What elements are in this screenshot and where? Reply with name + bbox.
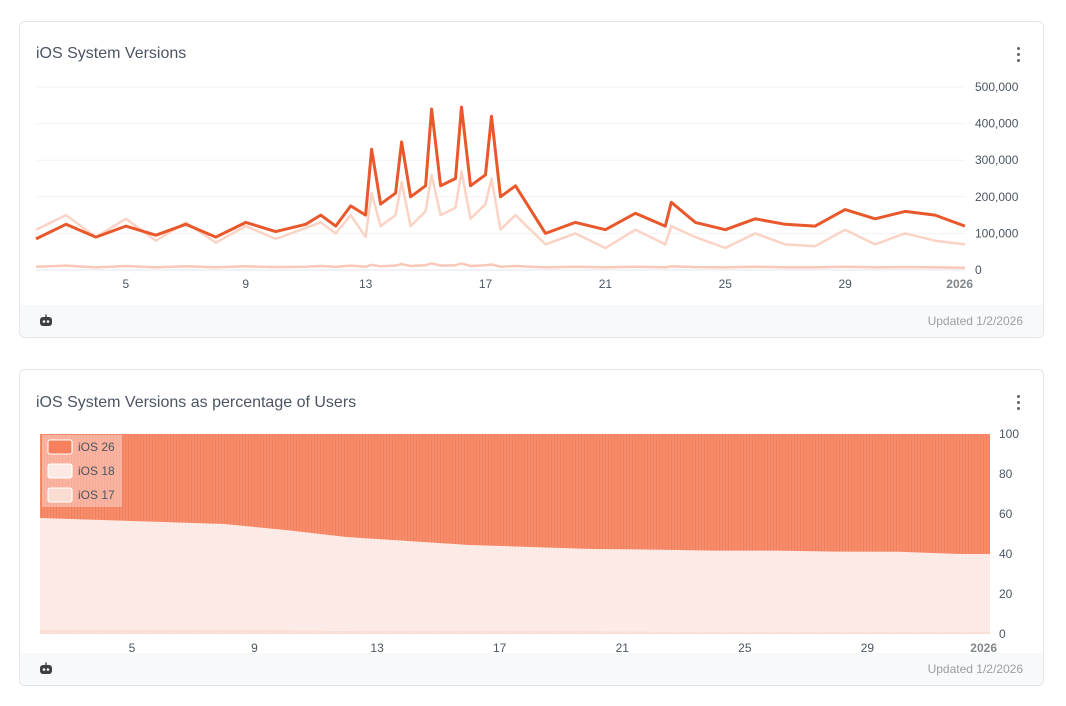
y-tick-label: 40 <box>999 547 1013 561</box>
x-tick-label: 21 <box>599 277 613 291</box>
y-tick-label: 80 <box>999 467 1013 481</box>
card-footer: Updated 1/2/2026 <box>20 305 1043 337</box>
area-ios-17[interactable] <box>40 630 990 634</box>
legend: iOS 26 iOS 18 iOS 17 <box>42 435 122 507</box>
more-vert-icon[interactable] <box>1011 44 1025 64</box>
series-line-ios-18[interactable] <box>35 169 966 250</box>
ios-versions-card: iOS System Versions 500,000 400,000 300,00… <box>19 21 1044 338</box>
bar-stripes <box>39 434 989 634</box>
legend-swatch[interactable] <box>47 439 73 455</box>
area-ios-26[interactable] <box>40 434 990 554</box>
x-tick-label: 5 <box>123 277 130 291</box>
legend-label[interactable]: iOS 17 <box>78 488 115 502</box>
updated-timestamp: Updated 1/2/2026 <box>927 314 1023 328</box>
robot-icon <box>40 662 52 674</box>
y-tick-label: 400,000 <box>975 117 1019 131</box>
x-tick-label: 29 <box>838 277 852 291</box>
legend-label[interactable]: iOS 18 <box>78 464 115 478</box>
x-tick-label: 5 <box>129 641 136 655</box>
legend-swatch[interactable] <box>47 487 73 503</box>
robot-icon <box>40 314 52 326</box>
legend-swatch[interactable] <box>47 463 73 479</box>
y-tick-label: 100 <box>999 427 1019 441</box>
y-tick-label: 300,000 <box>975 153 1019 167</box>
card-title: iOS System Versions <box>36 45 187 62</box>
more-vert-icon[interactable] <box>1011 392 1025 412</box>
x-tick-label: 25 <box>738 641 752 655</box>
card-title: iOS System Versions as percentage of Use… <box>36 394 357 411</box>
y-tick-label: 60 <box>999 507 1013 521</box>
y-tick-label: 100,000 <box>975 226 1019 240</box>
x-tick-label: 13 <box>370 641 384 655</box>
y-tick-label: 0 <box>999 627 1006 641</box>
updated-timestamp: Updated 1/2/2026 <box>927 662 1023 676</box>
x-tick-label: 13 <box>359 277 373 291</box>
x-tick-label: 9 <box>251 641 258 655</box>
stacked-area-chart: 100 80 60 40 20 0 5 9 13 17 21 25 29 2026 iOS 26 iOS 18… <box>39 427 1019 655</box>
series-line-ios-26[interactable] <box>35 105 966 241</box>
card-footer: Updated 1/2/2026 <box>20 653 1043 685</box>
x-tick-label: 29 <box>861 641 875 655</box>
legend-label[interactable]: iOS 26 <box>78 440 115 454</box>
ios-percentage-card: iOS System Versions as percentage of Use… <box>19 369 1044 686</box>
x-tick-label: 21 <box>616 641 630 655</box>
x-tick-label: 25 <box>719 277 733 291</box>
y-tick-label: 500,000 <box>975 80 1019 94</box>
y-tick-label: 200,000 <box>975 190 1019 204</box>
y-tick-label: 0 <box>975 263 982 277</box>
x-tick-label: 17 <box>493 641 507 655</box>
y-tick-label: 20 <box>999 587 1013 601</box>
series-line-ios-17[interactable] <box>35 262 966 270</box>
area-ios-18[interactable] <box>40 518 990 632</box>
x-tick-label: 9 <box>242 277 249 291</box>
x-tick-label: 2026 <box>946 277 973 291</box>
line-chart: 500,000 400,000 300,000 200,000 100,000 0 5 9 13… <box>35 80 1019 291</box>
x-tick-label: 17 <box>479 277 493 291</box>
x-tick-label: 2026 <box>970 641 997 655</box>
